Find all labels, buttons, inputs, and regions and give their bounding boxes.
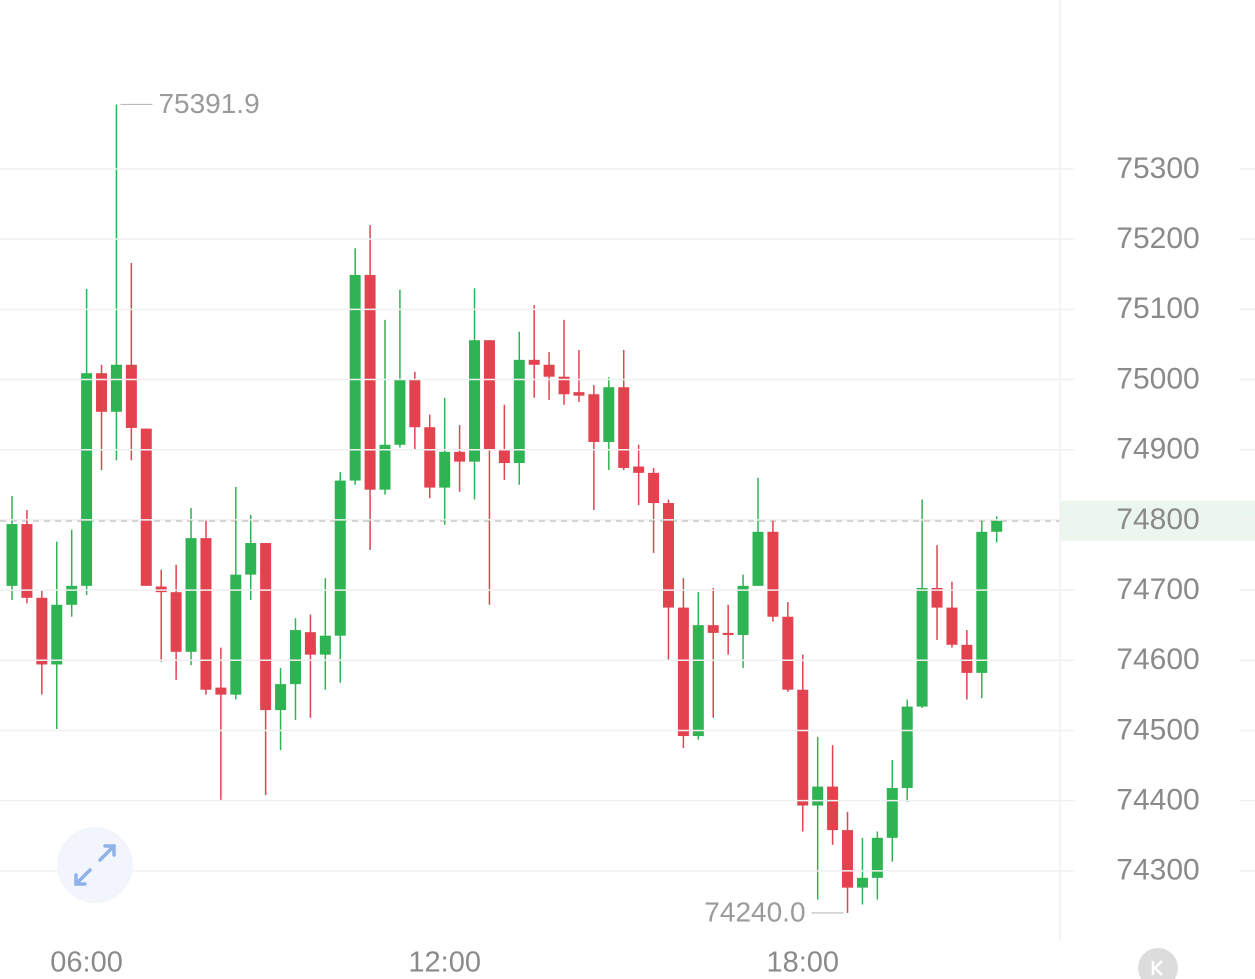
y-tick-label: 74400 (1116, 784, 1199, 817)
k-icon (1151, 960, 1163, 976)
high-label: 75391.9 (158, 88, 259, 119)
x-tick-label: 06:00 (50, 947, 123, 979)
expand-button[interactable] (57, 827, 133, 903)
y-tick-label: 74300 (1116, 854, 1199, 887)
expand-icon (74, 844, 116, 886)
expand-bg (57, 827, 133, 903)
y-tick-label: 75300 (1116, 152, 1199, 185)
y-tick-label: 75200 (1116, 222, 1199, 255)
x-tick-label: 18:00 (766, 947, 839, 979)
y-tick-label: 74800 (1116, 503, 1199, 536)
y-tick-label: 74500 (1116, 713, 1199, 746)
y-tick-label: 75100 (1116, 292, 1199, 325)
last-price-bg (1060, 500, 1255, 541)
y-tick-label: 74700 (1116, 573, 1199, 606)
y-tick-label: 75000 (1116, 362, 1199, 395)
low-label: 74240.0 (704, 896, 805, 927)
k-button[interactable] (1138, 948, 1178, 979)
x-tick-label: 12:00 (408, 947, 481, 979)
y-tick-label: 74900 (1116, 433, 1199, 466)
y-tick-label: 74600 (1116, 643, 1199, 676)
